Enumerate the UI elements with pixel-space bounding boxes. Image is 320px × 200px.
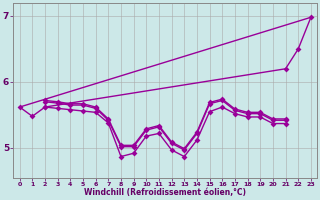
X-axis label: Windchill (Refroidissement éolien,°C): Windchill (Refroidissement éolien,°C) xyxy=(84,188,246,197)
